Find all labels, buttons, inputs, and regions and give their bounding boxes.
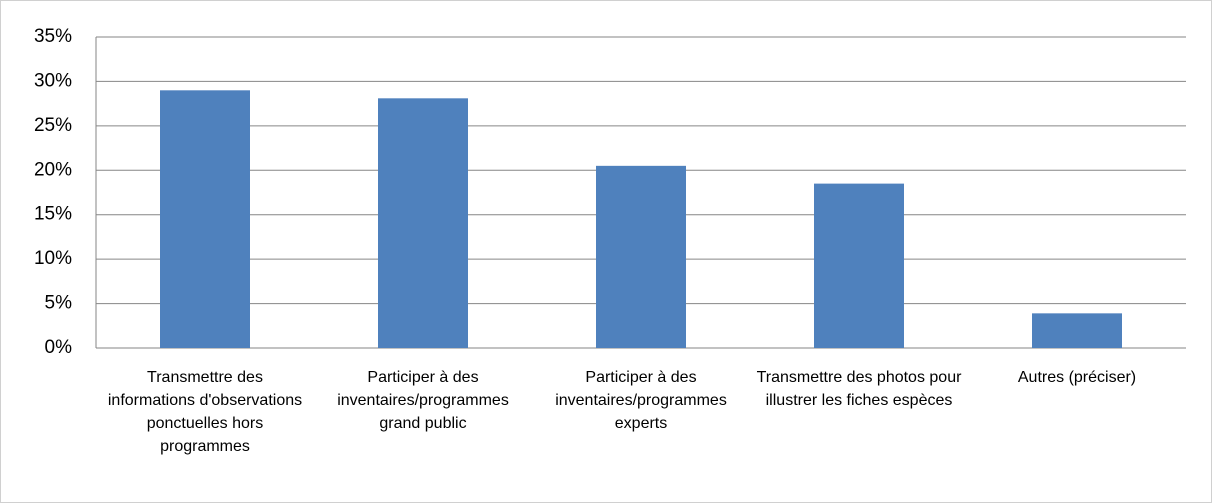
bar: [1032, 313, 1122, 348]
y-tick-label: 15%: [34, 204, 72, 225]
bar: [378, 98, 468, 348]
x-tick-label: Participer à des inventaires/programmes gr…: [337, 369, 509, 432]
x-tick-label: Transmettre des informations d'observatio…: [108, 369, 302, 455]
y-tick-label: 35%: [34, 26, 72, 47]
bar: [596, 165, 686, 348]
y-tick-label: 30%: [34, 70, 72, 91]
y-tick-label: 20%: [34, 159, 72, 180]
x-tick-label: Transmettre des photos pour illustrer les…: [757, 369, 963, 409]
bar: [160, 90, 250, 349]
x-tick-label: Autres (préciser): [1018, 369, 1136, 386]
y-tick-label: 25%: [34, 115, 72, 136]
bar: [814, 183, 904, 348]
x-tick-label: Participer à des inventaires/programmes ex…: [555, 369, 727, 432]
y-tick-label: 5%: [45, 293, 73, 314]
y-tick-label: 10%: [34, 248, 72, 269]
y-tick-label: 0%: [45, 337, 73, 358]
